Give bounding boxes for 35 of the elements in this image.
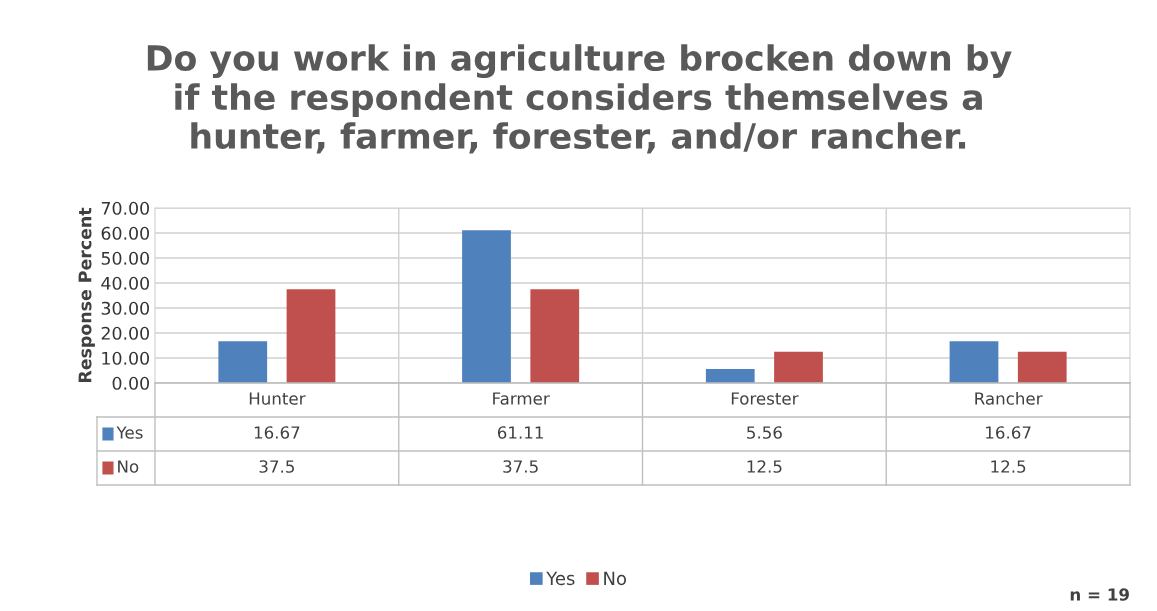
data-label: 5.56 (747, 426, 782, 439)
bar (462, 230, 511, 383)
bar (705, 369, 755, 383)
data-label: 37.5 (259, 460, 294, 473)
bar (1017, 351, 1067, 383)
bar (774, 351, 823, 383)
bar (218, 341, 268, 383)
x-tick-label: Farmer (493, 392, 550, 405)
y-tick-label: 60.00 (101, 226, 149, 240)
bar (949, 341, 999, 383)
data-label: 16.67 (986, 426, 1031, 439)
legend-label: Yes (116, 426, 143, 439)
data-label: 16.67 (254, 426, 300, 439)
text: n = 19 (1070, 588, 1129, 601)
bar (530, 289, 580, 383)
data-label: 61.11 (497, 426, 543, 439)
y-tick-label: 0.00 (112, 376, 149, 390)
data-label: 12.5 (747, 460, 782, 473)
y-tick-label: 70.00 (101, 201, 149, 215)
bar (286, 289, 336, 383)
y-tick-label: 20.00 (101, 326, 149, 340)
y-axis-title: Response Percent (78, 207, 95, 382)
text: No (604, 571, 627, 586)
x-tick-label: Hunter (249, 392, 306, 405)
x-tick-label: Forester (731, 392, 799, 405)
y-tick-label: 50.00 (101, 251, 149, 265)
y-tick-label: 30.00 (101, 301, 149, 315)
x-tick-label: Rancher (975, 391, 1043, 405)
legend-label: No (118, 460, 139, 473)
y-tick-label: 10.00 (102, 351, 149, 365)
text: Yes (546, 571, 575, 586)
y-tick-label: 40.00 (101, 276, 149, 290)
data-label: 12.5 (991, 460, 1026, 473)
data-label: 37.5 (503, 460, 538, 473)
chart-title: Do you work in agriculture brocken down by if the respondent considers themselves a hunter, farmer, forester, and/or rancher. (147, 44, 1012, 154)
